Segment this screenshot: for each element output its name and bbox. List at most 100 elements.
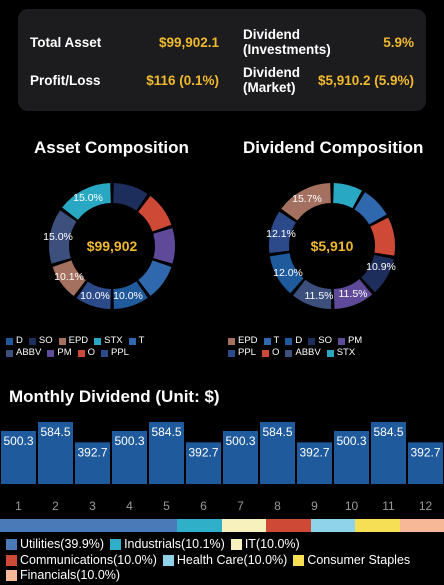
dividend-market-label-line1: Dividend — [243, 65, 301, 80]
bar-value-label: 500.3 — [336, 434, 366, 448]
sector-legend-item: Utilities(39.9%) — [6, 537, 104, 553]
sector-strip-segment — [399, 519, 444, 532]
sector-legend-swatch — [230, 539, 242, 551]
dividend-label-epd: 15.7% — [292, 193, 322, 205]
bar-month-4[interactable] — [112, 430, 147, 484]
sector-strip-segment — [222, 519, 267, 532]
dividend-legend-label: STX — [336, 347, 356, 358]
dividend-legend-swatch — [285, 349, 293, 357]
x-tick-label: 6 — [200, 499, 207, 513]
dividend-legend-swatch — [337, 337, 345, 345]
dividend-legend-swatch — [308, 337, 316, 345]
bar-value-label: 392.7 — [410, 445, 440, 459]
dividend-legend-label: SO — [318, 335, 332, 346]
dividend-legend-swatch — [228, 337, 235, 345]
asset-label-t: 10.0% — [113, 290, 143, 302]
dividend-market-value: $5,910.2 (5.9%) — [317, 73, 414, 88]
bar-value-label: 392.7 — [77, 445, 107, 459]
dividend-legend-item-pm: PM — [337, 335, 363, 347]
x-tick-label: 8 — [274, 499, 281, 513]
dividend-legend-label: PM — [347, 335, 363, 346]
sector-allocation-legend: Utilities(39.9%) Industrials(10.1%) IT(10.… — [6, 537, 410, 584]
dividend-legend-swatch — [228, 349, 235, 357]
bar-value-label: 500.3 — [3, 434, 33, 448]
dividend-legend-label: PPL — [238, 347, 256, 358]
asset-legend-item-abbv: ABBV — [6, 347, 41, 359]
sector-legend-item: Industrials(10.1%) — [110, 537, 225, 553]
bar-month-1[interactable] — [1, 430, 36, 484]
x-tick-label: 9 — [311, 499, 318, 513]
dividend-investments-value: 5.9% — [383, 35, 414, 50]
bar-month-3[interactable] — [75, 442, 110, 484]
sector-legend-item: Communications(10.0%) — [6, 553, 157, 569]
bar-month-7[interactable] — [223, 430, 258, 484]
dividend-legend-item-so: SO — [308, 335, 332, 347]
asset-composition-legend: D SO EPD STX T ABBV PM O PPL — [6, 335, 144, 359]
bar-month-2[interactable] — [38, 422, 73, 484]
sector-allocation-strip — [0, 519, 444, 532]
dividend-composition-donut: 15.7% 12.1% 10.9% 12.0% 11.5% 11.5% $5,9… — [266, 183, 396, 309]
dividend-legend-item-stx: STX — [326, 347, 356, 359]
bar-month-11[interactable] — [371, 422, 406, 484]
dividend-slice-d — [269, 253, 304, 294]
asset-slice-t — [138, 260, 172, 296]
asset-legend-label: SO — [38, 335, 53, 346]
sector-strip-segment — [0, 519, 178, 532]
sector-legend-swatch — [110, 539, 122, 551]
dividend-center-total: $5,910 — [311, 238, 354, 254]
bar-month-5[interactable] — [149, 422, 184, 484]
portfolio-summary-card: Total Asset $99,902.1 Dividend (Investme… — [18, 9, 426, 111]
bar-month-8[interactable] — [260, 422, 295, 484]
bar-value-label: 584.5 — [373, 425, 403, 439]
asset-legend-item-pm: PM — [47, 347, 72, 359]
dividend-label-t: 12.1% — [266, 228, 296, 240]
sector-legend-item: IT(10.0%) — [230, 537, 300, 553]
dividend-legend-item-epd: EPD — [228, 335, 258, 347]
dividend-legend-swatch — [326, 349, 334, 357]
dividend-legend-label: D — [295, 335, 303, 346]
asset-slice-so — [113, 183, 148, 211]
asset-label-stx: 15.0% — [73, 192, 103, 204]
asset-composition-donut: 15.0% 15.0% 10.1% 10.0% 10.0% $99,902 — [43, 183, 175, 309]
asset-slice-abbv — [48, 210, 77, 264]
bar-month-10[interactable] — [334, 430, 369, 484]
dividend-slice-epd — [281, 183, 331, 221]
profit-loss-label: Profit/Loss — [30, 73, 101, 88]
asset-label-abbv: 15.0% — [43, 231, 73, 243]
sector-legend-label: Health Care(10.0%) — [176, 552, 288, 567]
total-asset-label: Total Asset — [30, 35, 102, 50]
sector-legend-swatch — [6, 539, 17, 551]
asset-legend-swatch — [47, 349, 55, 357]
monthly-dividend-title: Monthly Dividend (Unit: $) — [9, 387, 220, 406]
x-tick-label: 10 — [345, 499, 359, 513]
dividend-market-label: Dividend (Market) — [243, 65, 300, 95]
dividend-market-label-line2: (Market) — [243, 80, 296, 95]
dividend-slice-o — [370, 217, 395, 256]
sector-legend-item: Consumer Staples — [293, 553, 410, 569]
dividend-slice-pm — [333, 279, 373, 309]
sector-legend-label: Utilities(39.9%) — [20, 537, 105, 551]
monthly-dividend-chart: 500.3 1 584.5 2 392.7 3 500.3 4 584.5 5 392.7 6 500.… — [1, 422, 443, 513]
asset-legend-label: O — [87, 347, 95, 358]
dividend-legend-swatch — [261, 349, 269, 357]
bar-month-9[interactable] — [297, 442, 332, 484]
asset-legend-label: D — [16, 335, 23, 346]
asset-slice-pm — [153, 228, 175, 264]
dividend-slice-abbv — [293, 279, 332, 309]
asset-legend-label: EPD — [68, 335, 89, 346]
x-tick-label: 1 — [15, 499, 22, 513]
dividend-slice-so — [361, 254, 394, 293]
sector-legend-label: Industrials(10.1%) — [124, 537, 225, 551]
bar-value-label: 500.3 — [225, 434, 255, 448]
bar-month-6[interactable] — [186, 442, 221, 484]
bar-value-label: 392.7 — [188, 445, 218, 459]
asset-legend-item-epd: EPD — [58, 335, 89, 347]
asset-legend-label: T — [138, 335, 145, 346]
x-tick-label: 7 — [237, 499, 244, 513]
dividend-composition-legend: EPD T D SO PM PPL O ABBV STX — [228, 335, 362, 359]
dividend-investments-label-line2: (Investments) — [243, 42, 331, 57]
x-tick-label: 12 — [419, 499, 433, 513]
sector-legend-swatch — [293, 554, 305, 566]
bar-month-12[interactable] — [408, 442, 443, 484]
bar-value-label: 584.5 — [262, 425, 292, 439]
